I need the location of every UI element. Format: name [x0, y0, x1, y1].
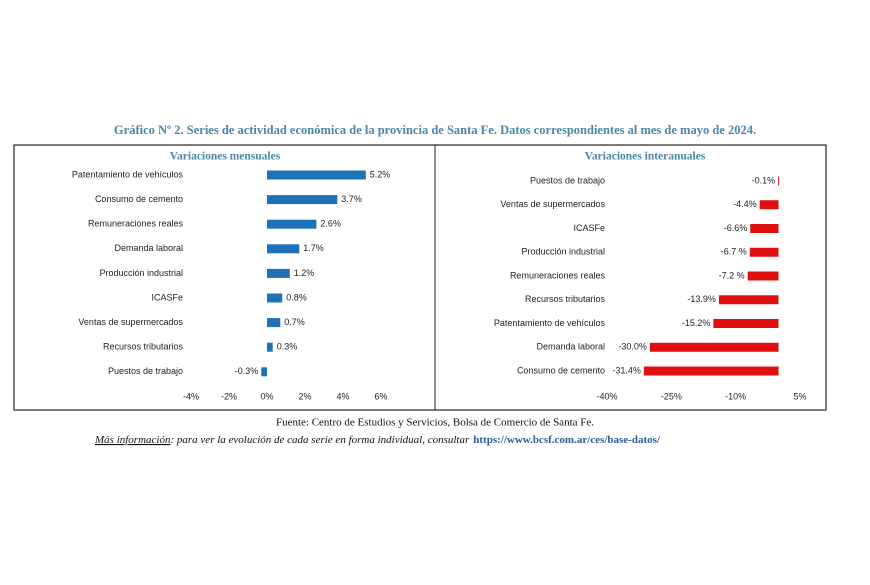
bar [267, 170, 366, 180]
x-tick-label: -10% [725, 391, 746, 401]
value-label: 0.7% [284, 317, 305, 327]
category-label: Demanda laboral [114, 243, 183, 253]
value-label: -30.0% [618, 342, 647, 352]
x-tick-label: 2% [298, 391, 311, 401]
category-label: Puestos de trabajo [530, 175, 605, 185]
bar [759, 200, 779, 210]
bar [267, 293, 283, 303]
bar [747, 271, 779, 281]
x-tick-label: -4% [183, 391, 199, 401]
bar [718, 295, 779, 305]
chart-title: Variaciones interanuales [585, 151, 706, 163]
category-label: Consumo de cemento [517, 365, 605, 375]
bar [750, 224, 779, 233]
category-label: Puestos de trabajo [108, 366, 183, 376]
value-label: 2.6% [320, 219, 341, 229]
category-label: Demanda laboral [536, 342, 605, 352]
value-label: -6.7 % [721, 247, 747, 257]
value-label: 3.7% [341, 194, 362, 204]
category-label: Consumo de cemento [95, 194, 183, 204]
value-label: -31.4% [612, 365, 641, 375]
chart-title: Variaciones mensuales [170, 151, 281, 163]
category-label: Patentamiento de vehículos [72, 169, 184, 179]
value-label: 1.2% [294, 268, 315, 278]
value-label: -0.3% [235, 366, 259, 376]
x-tick-label: 0% [260, 391, 273, 401]
more-info: Más información: para ver la evolución d… [94, 434, 661, 446]
category-label: Remuneraciones reales [510, 270, 606, 280]
bar [643, 366, 779, 376]
category-label: ICASFe [151, 292, 183, 302]
bar [267, 342, 273, 352]
value-label: 1.7% [303, 243, 324, 253]
x-tick-label: -25% [661, 391, 682, 401]
source: Fuente: Centro de Estudios y Servicios, … [276, 417, 594, 429]
category-label: Ventas de supermercados [500, 199, 605, 209]
category-label: Ventas de supermercados [78, 317, 183, 327]
category-label: Patentamiento de vehículos [494, 318, 606, 328]
value-label: -6.6% [724, 223, 748, 233]
category-label: Producción industrial [521, 247, 605, 257]
x-tick-label: 4% [336, 391, 349, 401]
category-label: ICASFe [573, 223, 605, 233]
category-label: Producción industrial [99, 268, 183, 278]
bar [267, 244, 300, 254]
bar [267, 318, 281, 328]
heading: Gráfico Nº 2. Series de actividad económ… [114, 123, 756, 137]
bar [649, 342, 779, 352]
category-label: Remuneraciones reales [88, 219, 184, 229]
category-label: Recursos tributarios [525, 294, 606, 304]
value-label: -4.4% [733, 199, 757, 209]
value-label: 5.2% [370, 169, 391, 179]
x-tick-label: -2% [221, 391, 237, 401]
value-label: 0.8% [286, 292, 307, 302]
bar [713, 319, 779, 328]
frame [13, 144, 827, 411]
x-tick-label: -40% [596, 391, 617, 401]
value-label: -13.9% [687, 294, 716, 304]
bar [749, 247, 779, 257]
bar [267, 195, 338, 205]
bar [261, 367, 267, 377]
bar [267, 268, 290, 278]
value-label: -0.1% [752, 175, 776, 185]
category-label: Recursos tributarios [103, 342, 184, 352]
value-label: -15.2% [682, 318, 711, 328]
bar [267, 219, 317, 229]
more-info-link[interactable]: https://www.bcsf.com.ar/ces/base-datos/ [473, 434, 661, 446]
more-info-text: : para ver la evolución de cada serie en… [170, 434, 469, 446]
value-label: 0.3% [277, 342, 298, 352]
x-tick-label: 6% [374, 391, 387, 401]
value-label: -7.2 % [719, 270, 745, 280]
more-info-label: Más información [94, 434, 171, 446]
bar [778, 176, 780, 186]
x-tick-label: 5% [793, 391, 806, 401]
